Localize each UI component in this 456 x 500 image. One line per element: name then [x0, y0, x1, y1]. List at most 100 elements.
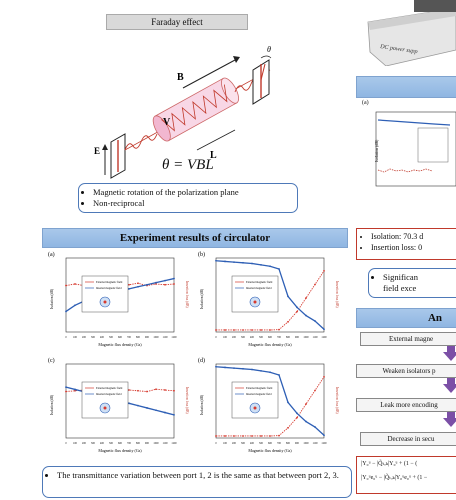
point-insertion-loss — [287, 320, 289, 323]
point-isolation — [155, 409, 157, 412]
point-insertion-loss — [269, 329, 271, 331]
x-tick-label: 1200 — [171, 442, 177, 445]
point-isolation — [242, 261, 244, 264]
point-isolation — [305, 420, 307, 423]
point-insertion-loss — [242, 329, 244, 331]
chart-panel-c: (c) Isolation (dB) Insertion loss (dB) Magn… — [46, 354, 196, 464]
x-tick-label: 900 — [295, 442, 300, 445]
point-insertion-loss — [233, 435, 235, 437]
flow-arrow-2-stem — [447, 378, 455, 384]
significance-line-1: Significan — [383, 272, 456, 283]
x-tick-label: 0 — [215, 442, 217, 445]
point-insertion-loss — [74, 389, 76, 392]
point-isolation — [137, 404, 139, 407]
x-tick-label: 400 — [250, 336, 255, 339]
x-tick-label: 600 — [268, 336, 273, 339]
x-tick-label: 900 — [145, 442, 150, 445]
point-insertion-loss — [323, 375, 325, 378]
point-isolation — [260, 369, 262, 372]
crystal-cylinder — [152, 77, 239, 142]
x-axis-label: Magnetic flux density (Gs) — [248, 342, 292, 347]
right-chart: Isolation (dB) — [374, 111, 456, 187]
y-axis-label: Isolation (dB) — [200, 288, 204, 309]
point-insertion-loss — [323, 269, 325, 272]
point-isolation — [215, 365, 217, 368]
inset-label: External magnetic field — [96, 281, 123, 284]
result-isolation: Isolation: 70.3 d — [371, 231, 456, 242]
faraday-bullet-1: Magnetic rotation of the polarization pl… — [93, 187, 297, 198]
point-insertion-loss — [164, 389, 166, 391]
x-tick-label: 700 — [277, 336, 282, 339]
point-isolation — [74, 388, 76, 391]
point-insertion-loss — [137, 282, 139, 285]
point-insertion-loss — [314, 283, 316, 286]
point-isolation — [260, 263, 262, 266]
point-isolation — [269, 371, 271, 374]
point-insertion-loss — [296, 416, 298, 419]
inset-label: Internal magnetic field — [246, 287, 272, 290]
x-axis-label: Magnetic flux density (Gs) — [98, 448, 142, 453]
y2-axis-label: Insertion loss (dB) — [335, 387, 339, 415]
chart-panel-b: (b) Isolation (dB) Insertion loss (dB) Magn… — [196, 248, 346, 358]
point-insertion-loss — [287, 426, 289, 429]
point-insertion-loss — [164, 283, 166, 286]
point-isolation — [65, 386, 67, 389]
x-tick-label: 400 — [250, 442, 255, 445]
x-tick-label: 300 — [241, 442, 246, 445]
x-tick-label: 100 — [223, 442, 228, 445]
x-tick-label: 600 — [118, 336, 123, 339]
point-isolation — [305, 314, 307, 317]
inset-label: Internal magnetic field — [96, 287, 122, 290]
point-isolation — [233, 261, 235, 264]
point-insertion-loss — [146, 390, 148, 393]
v-label: V — [163, 117, 171, 128]
x-axis-label: Magnetic flux density (Gs) — [248, 448, 292, 453]
point-isolation — [251, 262, 253, 265]
point-isolation — [128, 402, 130, 405]
x-tick-label: 900 — [295, 336, 300, 339]
point-isolation — [242, 367, 244, 370]
x-tick-label: 700 — [127, 336, 132, 339]
inset-label: External magnetic field — [96, 387, 123, 390]
point-isolation — [233, 367, 235, 370]
dc-power-supply-photo: DC power supp — [356, 0, 456, 66]
point-insertion-loss — [128, 389, 130, 391]
x-tick-label: 1200 — [321, 442, 327, 445]
point-isolation — [296, 412, 298, 415]
flow-step-2: Weaken isolators p — [356, 364, 456, 378]
faraday-bullets-box: Magnetic rotation of the polarization pl… — [78, 183, 298, 213]
point-insertion-loss — [269, 435, 271, 437]
point-isolation — [323, 328, 325, 331]
point-insertion-loss — [251, 329, 253, 331]
point-insertion-loss — [224, 435, 226, 437]
x-tick-label: 200 — [82, 336, 87, 339]
e-label: E — [94, 146, 100, 156]
panel-label: (c) — [48, 357, 55, 364]
x-tick-label: 500 — [259, 442, 264, 445]
point-isolation — [314, 320, 316, 322]
right-section-banner — [356, 76, 456, 98]
point-insertion-loss — [173, 389, 175, 392]
y2-axis-label: Insertion loss (dB) — [335, 281, 339, 309]
point-insertion-loss — [215, 329, 217, 331]
panel-label: (a) — [48, 251, 55, 258]
flow-arrow-3-stem — [447, 412, 455, 418]
inset-label: Internal magnetic field — [246, 393, 272, 396]
results-box: Isolation: 70.3 d Insertion loss: 0 — [356, 228, 456, 260]
result-insertion-loss: Insertion loss: 0 — [371, 242, 456, 253]
point-isolation — [173, 277, 175, 280]
theta-label: θ — [267, 45, 271, 54]
point-insertion-loss — [251, 435, 253, 437]
analysis-banner: An — [356, 308, 456, 328]
flow-arrow-1 — [443, 352, 456, 361]
x-tick-label: 600 — [118, 442, 123, 445]
x-tick-label: 200 — [232, 336, 237, 339]
formula-line-1: |Y₀ᵘ − |Q̃ₜₒₖ|Y₀ᵘ + (1 − ( — [361, 461, 418, 467]
point-isolation — [269, 265, 271, 268]
point-insertion-loss — [233, 329, 235, 331]
significance-line-2: field exce — [383, 283, 417, 293]
point-insertion-loss — [155, 283, 157, 285]
faraday-bullet-2: Non-reciprocal — [93, 198, 297, 209]
point-insertion-loss — [242, 435, 244, 437]
flow-arrow-1-stem — [447, 346, 455, 352]
